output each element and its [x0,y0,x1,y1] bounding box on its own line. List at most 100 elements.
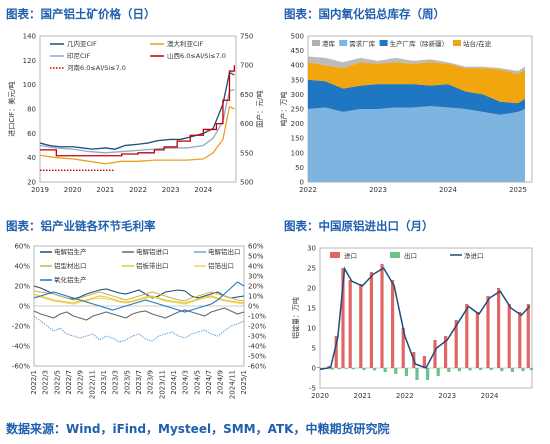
y-tick-right: -20% [248,323,266,331]
bar-export [373,368,377,371]
bar-import [475,312,479,368]
legend-swatch [339,40,348,46]
bar-import [433,340,437,368]
bar-import [369,272,373,368]
bar-export [479,368,483,370]
bar-import [341,268,345,368]
y-tick-right: 500 [240,179,253,187]
bar-export [330,368,334,370]
series-line [39,88,235,154]
legend-label: 出口 [404,251,417,260]
y-axis-label: 吨产：万吨 [279,92,288,127]
x-tick: 2024/5 [193,370,201,395]
y-tick-right: -10% [248,313,266,321]
bar-import [518,312,522,368]
y-tick: 400 [291,62,304,70]
x-tick: 2025 [509,186,527,194]
y-tick-left: 140 [23,33,36,41]
y-tick-left: 80 [27,106,36,114]
legend-label: 电解铝出口 [208,247,241,256]
data-source: 数据来源：Wind，iFind，Mysteel，SMM，ATK，中粮期货研究院 [6,422,390,436]
y-tick-right: -30% [248,333,266,341]
y-tick-right: 700 [240,62,253,70]
x-tick: 2024/3 [182,370,190,395]
bar-import [348,280,352,368]
bar-import [444,336,448,368]
legend-label: 港库 [322,39,336,48]
bar-export [500,368,504,372]
x-tick: 2022 [396,392,414,400]
y-tick-left: 20% [14,283,30,291]
series-line-net-import [319,266,531,370]
y-tick: 0 [300,179,304,187]
x-tick: 2024 [194,186,212,194]
bar-export [436,368,440,376]
x-tick: 2022 [299,186,317,194]
area-series [308,56,525,74]
series-line [40,65,236,157]
bar-import [391,280,395,368]
y-tick-right: 10% [248,293,264,301]
legend-swatch [453,40,461,46]
bar-export [362,368,366,370]
x-tick: 2022 [129,186,147,194]
y-tick-left: 60% [14,243,30,251]
y-tick-right: -60% [248,363,266,371]
legend-label: 山西6.0≤Al/Si≤7.0 [167,51,226,60]
bar-import [359,284,363,368]
panel-title-margins: 图表：铝产业链各环节毛利率 [6,219,156,233]
x-tick: 2023/1 [100,370,108,395]
legend-label: 生产厂库（除新疆） [390,39,449,48]
x-tick: 2023/7 [135,370,143,395]
bar-export [415,368,419,380]
x-tick: 2020 [64,186,82,194]
y-tick: 30 [307,245,316,253]
legend-label: 澳大利亚CIF [167,39,203,48]
bar-import [507,304,511,368]
area-series [308,62,525,104]
x-tick: 2024 [481,392,499,400]
y-tick: 20 [307,285,316,293]
series-line [33,290,245,302]
x-tick: 2023/3 [112,370,120,395]
bar-import [334,336,338,368]
bar-import [422,356,426,368]
x-tick: 2024/9 [217,370,225,395]
bar-export [489,368,493,370]
y-tick-left: 60 [27,130,36,138]
bar-export [383,368,387,372]
y-tick: 5 [312,345,316,353]
y-tick: 25 [307,265,316,273]
series-line [33,281,245,313]
x-tick: 2022/1 [30,370,38,395]
y-tick-right: 40% [248,263,264,271]
y-tick-right: 550 [240,149,253,157]
y-tick: 300 [291,91,304,99]
series-line [39,71,235,150]
area-series [308,106,525,182]
x-tick: 2024/11 [228,370,236,399]
bar-export [344,368,348,369]
x-tick: 2022/5 [53,370,61,395]
panel-title-bauxite: 图表：国产铝土矿价格（日） [6,7,156,21]
x-tick: 2022/11 [88,370,96,399]
bar-import [454,320,458,368]
series-line [33,295,245,305]
y-tick-right: 20% [248,283,264,291]
legend-label: 净进口 [464,251,484,260]
y-axis-label: 铝锭量：万吨 [291,297,300,339]
series-line [39,105,235,165]
y-tick: 500 [291,33,304,41]
y-tick: 100 [291,149,304,157]
bar-export [468,368,472,371]
series-line [33,315,245,343]
y-tick-right: 60% [248,243,264,251]
legend-label: 站台/在途 [463,39,492,48]
bar-import [486,296,490,368]
y-axis-label-left: 进口CIF：美元/吨 [7,81,16,136]
x-tick: 2023/11 [158,370,166,399]
legend-label: 进口 [344,252,357,260]
x-tick: 2022/3 [42,370,50,395]
x-tick: 2021 [96,186,114,194]
plot-frame [39,35,237,183]
